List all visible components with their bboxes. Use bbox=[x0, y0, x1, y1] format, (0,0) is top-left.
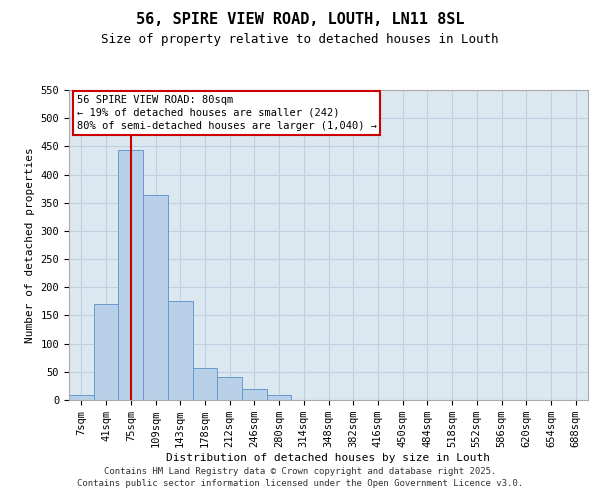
Bar bbox=[94, 304, 118, 400]
Bar bbox=[242, 388, 267, 400]
Y-axis label: Number of detached properties: Number of detached properties bbox=[25, 147, 35, 343]
Text: Size of property relative to detached houses in Louth: Size of property relative to detached ho… bbox=[101, 32, 499, 46]
Bar bbox=[217, 378, 242, 400]
Text: 56 SPIRE VIEW ROAD: 80sqm
← 19% of detached houses are smaller (242)
80% of semi: 56 SPIRE VIEW ROAD: 80sqm ← 19% of detac… bbox=[77, 94, 377, 131]
Bar bbox=[118, 150, 143, 400]
Bar bbox=[267, 396, 292, 400]
Bar bbox=[193, 368, 217, 400]
Text: Contains HM Land Registry data © Crown copyright and database right 2025.
Contai: Contains HM Land Registry data © Crown c… bbox=[77, 466, 523, 487]
Bar bbox=[168, 302, 193, 400]
Text: 56, SPIRE VIEW ROAD, LOUTH, LN11 8SL: 56, SPIRE VIEW ROAD, LOUTH, LN11 8SL bbox=[136, 12, 464, 28]
Bar bbox=[143, 196, 168, 400]
Bar bbox=[69, 396, 94, 400]
X-axis label: Distribution of detached houses by size in Louth: Distribution of detached houses by size … bbox=[167, 453, 491, 463]
